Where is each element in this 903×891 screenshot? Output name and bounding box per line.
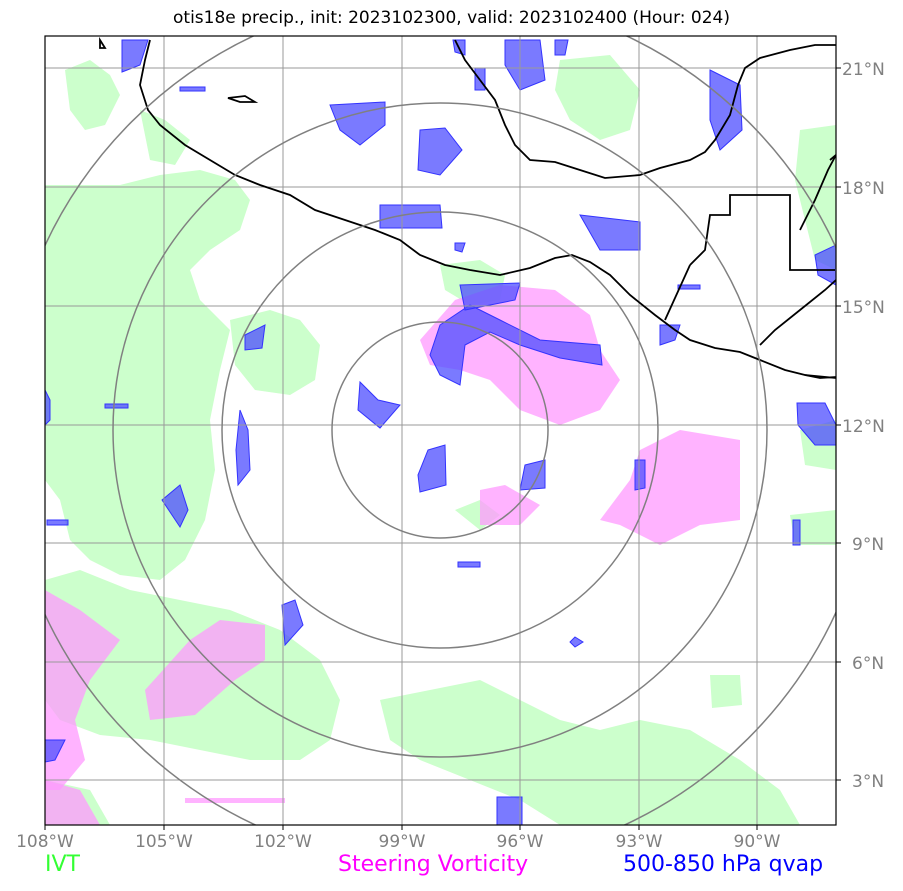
lat-label: 9°N (852, 535, 884, 555)
lon-labels: 108°W 105°W 102°W 99°W 96°W 93°W 90°W (16, 832, 781, 852)
qvap-small-2 (569, 636, 584, 648)
qvap-east-2 (634, 459, 646, 491)
tick-marks (44, 67, 841, 830)
coast-north-sliver (99, 36, 107, 49)
coast-pacific (139, 39, 836, 379)
qvap-south-2 (457, 561, 481, 568)
lon-label: 99°W (379, 832, 426, 852)
qvap-east-5 (792, 519, 801, 546)
ring-1000km (221, 211, 659, 649)
vort-region-center-south (480, 485, 540, 525)
qvap-west-edge (45, 389, 51, 426)
lat-label: 3°N (852, 772, 884, 792)
ivt-region-west (45, 170, 250, 580)
lat-label: 15°N (842, 298, 885, 318)
ivt-region-east-patch (790, 510, 836, 545)
qvap-west-2 (235, 409, 251, 487)
lat-label: 21°N (842, 60, 885, 80)
qvap-sw-edge (45, 739, 66, 763)
ivt-region-north (140, 110, 190, 165)
qvap-center-3 (519, 459, 546, 491)
lat-label: 18°N (842, 179, 885, 199)
qvap-west-dash-2 (104, 403, 129, 409)
coast-gulf (454, 39, 836, 179)
qvap-small-1 (454, 242, 466, 253)
qvap-east-1 (659, 324, 681, 346)
lon-label: 102°W (254, 832, 312, 852)
plot-frame (44, 35, 837, 826)
coast-yucatan-east (799, 154, 836, 231)
ring-500km (331, 321, 549, 539)
qvap-east-4 (814, 244, 836, 286)
qvap-gulf-4 (709, 69, 743, 151)
qvap-north-4 (554, 39, 569, 56)
qvap-core (429, 304, 603, 386)
qvap-south-1 (281, 599, 304, 647)
qvap-gulf-3 (504, 39, 546, 91)
qvap-west-dash (46, 519, 69, 526)
island-cozumel (829, 154, 836, 161)
legend-qvap: 500-850 hPa qvap (623, 852, 824, 877)
qvap-gulf-5 (579, 214, 641, 251)
ring-1500km (112, 102, 768, 758)
lon-label: 93°W (616, 832, 663, 852)
qvap-gulf-6 (379, 204, 443, 229)
qvap-field (45, 39, 836, 825)
vort-region-sw-edge (45, 780, 100, 825)
border-guatemala (689, 194, 835, 271)
ivt-region-center-west (230, 310, 320, 395)
qvap-small-4 (677, 284, 701, 290)
coast-honduras (759, 279, 836, 346)
qvap-small-3 (179, 86, 206, 92)
qvap-west-1 (244, 324, 266, 351)
vort-region-east (600, 430, 740, 545)
qvap-gulf-2 (329, 101, 386, 146)
qvap-center-2 (417, 444, 447, 493)
ivt-region-nw (65, 60, 120, 130)
vort-region-west-mid (145, 620, 265, 720)
ivt-region-se-patch (710, 675, 742, 708)
range-rings (45, 36, 836, 825)
coastline (99, 36, 836, 379)
island-tres-marias (227, 95, 259, 103)
legend-steering-vorticity: Steering Vorticity (338, 852, 529, 877)
lon-label: 90°W (734, 832, 781, 852)
lon-label: 96°W (497, 832, 544, 852)
qvap-south-3 (496, 796, 523, 825)
border-guatemala-2 (664, 264, 691, 321)
lon-label: 105°W (135, 832, 193, 852)
qvap-west-3 (161, 484, 189, 529)
ivt-region-gulf (555, 55, 640, 140)
qvap-coast-patch (459, 282, 521, 311)
ivt-region-south (380, 680, 800, 825)
qvap-north-1 (121, 39, 149, 73)
lat-label: 12°N (842, 417, 885, 437)
lat-labels: 21°N 18°N 15°N 12°N 9°N 6°N 3°N (842, 60, 885, 792)
vort-region-thin (185, 798, 285, 803)
lon-label: 108°W (16, 832, 74, 852)
coast-tip (804, 374, 836, 379)
map-title: otis18e precip., init: 2023102300, valid… (173, 8, 730, 28)
graticule (45, 36, 836, 825)
qvap-gulf-1 (417, 127, 463, 176)
legend-ivt: IVT (45, 852, 80, 877)
lat-label: 6°N (852, 654, 884, 674)
qvap-center-1 (357, 380, 401, 429)
